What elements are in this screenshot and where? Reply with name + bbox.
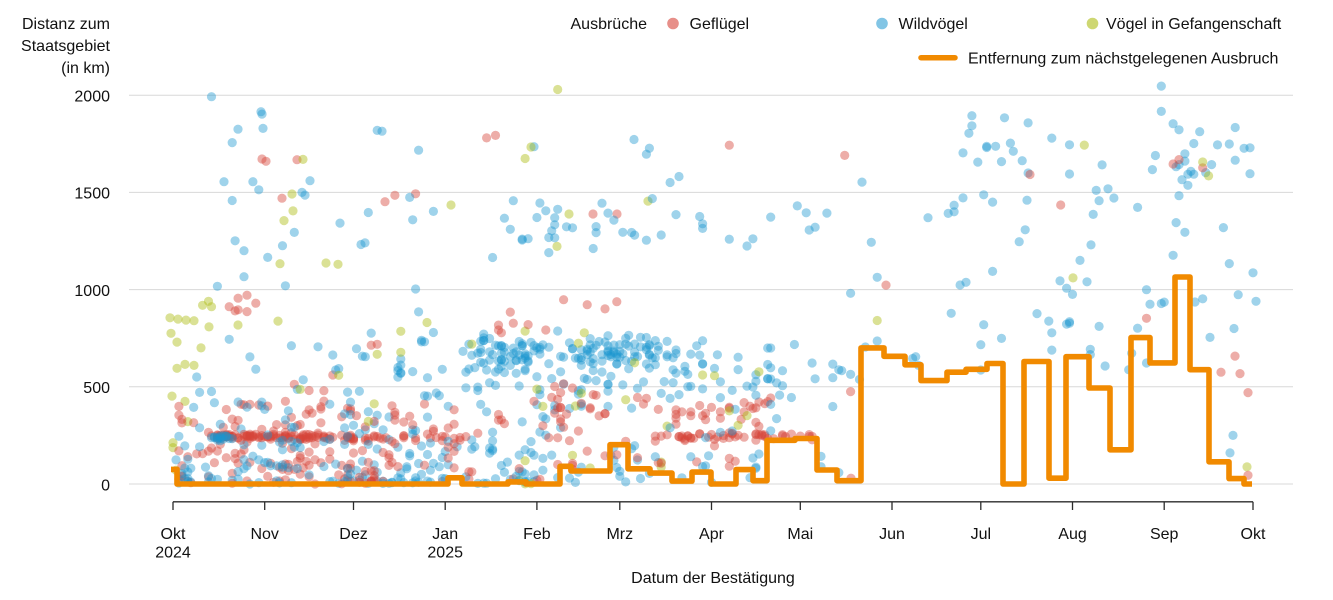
svg-text:(in km): (in km) xyxy=(61,60,110,77)
svg-text:2024: 2024 xyxy=(155,545,191,562)
svg-text:Apr: Apr xyxy=(699,526,725,543)
svg-text:Dez: Dez xyxy=(339,526,367,543)
svg-text:Mrz: Mrz xyxy=(606,526,633,543)
svg-text:0: 0 xyxy=(101,477,110,494)
svg-text:Vögel in Gefangenschaft: Vögel in Gefangenschaft xyxy=(1106,16,1282,33)
svg-text:Jul: Jul xyxy=(971,526,991,543)
svg-text:1500: 1500 xyxy=(74,186,110,203)
svg-text:Aug: Aug xyxy=(1058,526,1086,543)
svg-text:Okt: Okt xyxy=(161,526,186,543)
svg-text:500: 500 xyxy=(83,380,110,397)
svg-text:Mai: Mai xyxy=(787,526,813,543)
svg-text:Wildvögel: Wildvögel xyxy=(899,16,968,33)
svg-text:Ausbrüche: Ausbrüche xyxy=(571,16,648,33)
svg-text:Okt: Okt xyxy=(1241,526,1266,543)
svg-text:Nov: Nov xyxy=(250,526,278,543)
svg-text:Datum der Bestätigung: Datum der Bestätigung xyxy=(631,570,795,587)
svg-text:Entfernung zum nächstgelegenen: Entfernung zum nächstgelegenen Ausbruch xyxy=(968,51,1278,68)
svg-text:Geflügel: Geflügel xyxy=(690,16,750,33)
svg-text:2025: 2025 xyxy=(427,545,463,562)
svg-text:Distanz zum: Distanz zum xyxy=(22,16,110,33)
svg-text:Jan: Jan xyxy=(432,526,458,543)
svg-text:Jun: Jun xyxy=(879,526,905,543)
svg-text:Sep: Sep xyxy=(1150,526,1179,543)
svg-text:Staatsgebiet: Staatsgebiet xyxy=(21,38,111,55)
svg-text:1000: 1000 xyxy=(74,283,110,300)
svg-text:Feb: Feb xyxy=(523,526,551,543)
svg-text:2000: 2000 xyxy=(74,89,110,106)
